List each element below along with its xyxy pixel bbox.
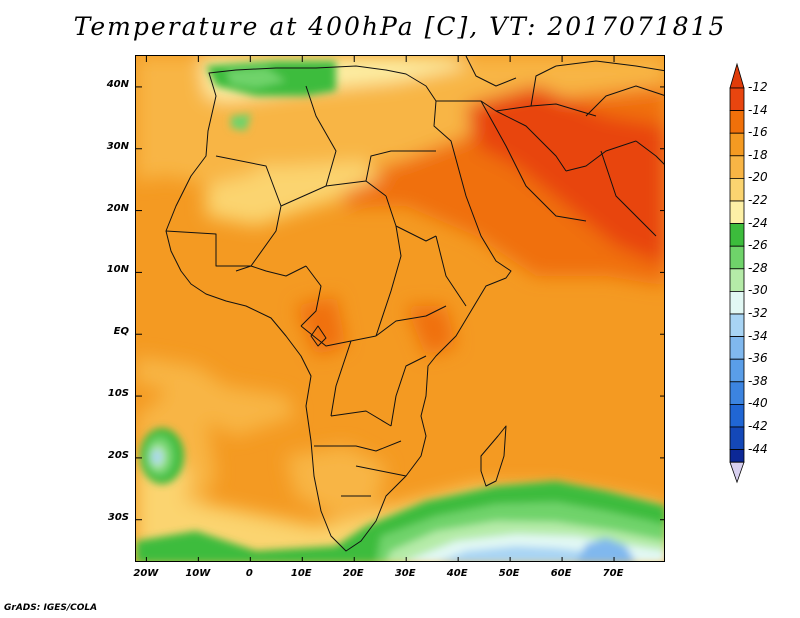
colorbar-level-label: -12 xyxy=(748,80,768,94)
lat-tick-label: 20N xyxy=(106,202,129,214)
colorbar-segment xyxy=(729,290,745,315)
colorbar-level-label: -18 xyxy=(748,147,768,162)
map-panel xyxy=(135,55,665,562)
colorbar xyxy=(729,62,745,484)
lat-tick-label: 10N xyxy=(106,264,129,276)
lon-tick-label: 30E xyxy=(394,568,416,579)
colorbar-segment xyxy=(729,155,745,179)
lat-tick-label: 30S xyxy=(107,511,129,523)
colorbar-segment xyxy=(729,313,745,338)
lat-tick-label: 40N xyxy=(106,78,129,90)
lon-tick-label: 40E xyxy=(446,568,468,579)
colorbar-level-label: -40 xyxy=(748,396,768,411)
colorbar-level-label: -42 xyxy=(748,419,768,433)
colorbar-segment xyxy=(729,177,745,202)
colorbar-level-label: -26 xyxy=(748,238,768,253)
colorbar-level-label: -22 xyxy=(748,193,768,207)
colorbar-segment xyxy=(729,336,745,360)
colorbar-level-label: -20 xyxy=(748,170,768,185)
lon-tick-label: 10W xyxy=(185,568,211,579)
colorbar-segment xyxy=(729,110,745,134)
colorbar-bottom-arrow xyxy=(729,461,745,484)
colorbar-segment xyxy=(729,358,745,383)
country-borders xyxy=(165,56,664,552)
lat-tick-label: 20S xyxy=(107,449,129,461)
colorbar-level-label: -14 xyxy=(748,102,768,117)
colorbar-segment xyxy=(729,87,745,112)
map-canvas xyxy=(136,56,664,561)
axis-ticks xyxy=(136,56,664,561)
colorbar-top-arrow xyxy=(729,62,745,89)
lon-tick-label: 60E xyxy=(550,568,572,579)
chart-title: Temperature at 400hPa [C], VT: 201707181… xyxy=(73,12,727,41)
lon-tick-label: 20E xyxy=(342,568,364,579)
colorbar-level-label: -30 xyxy=(748,283,768,298)
temperature-field xyxy=(136,56,664,561)
lat-tick-label: EQ xyxy=(113,326,129,338)
colorbar-level-label: -34 xyxy=(748,328,768,343)
colorbar-segment xyxy=(729,381,745,405)
lon-tick-label: 0 xyxy=(245,568,253,579)
colorbar-level-label: -16 xyxy=(748,125,768,140)
colorbar-segment xyxy=(729,449,745,463)
lon-tick-label: 70E xyxy=(602,568,624,579)
colorbar-level-label: -36 xyxy=(748,351,768,366)
lon-tick-label: 10E xyxy=(290,568,312,579)
lat-tick-label: 10S xyxy=(107,388,129,400)
colorbar-level-label: -38 xyxy=(748,373,768,388)
colorbar-level-label: -44 xyxy=(748,441,768,456)
footer-credit: GrADS: IGES/COLA xyxy=(4,603,98,613)
colorbar-level-label: -32 xyxy=(748,306,768,320)
colorbar-segment xyxy=(729,132,745,157)
colorbar-segment xyxy=(729,426,745,451)
colorbar-segment xyxy=(729,268,745,292)
lat-tick-label: 30N xyxy=(106,140,129,152)
colorbar-segment xyxy=(729,223,745,247)
colorbar-segment xyxy=(729,403,745,428)
colorbar-segment xyxy=(729,245,745,270)
lon-tick-label: 50E xyxy=(498,568,520,579)
lon-tick-label: 20W xyxy=(133,568,159,579)
colorbar-level-label: -28 xyxy=(748,260,768,275)
colorbar-level-label: -24 xyxy=(748,215,768,230)
colorbar-segment xyxy=(729,200,745,225)
